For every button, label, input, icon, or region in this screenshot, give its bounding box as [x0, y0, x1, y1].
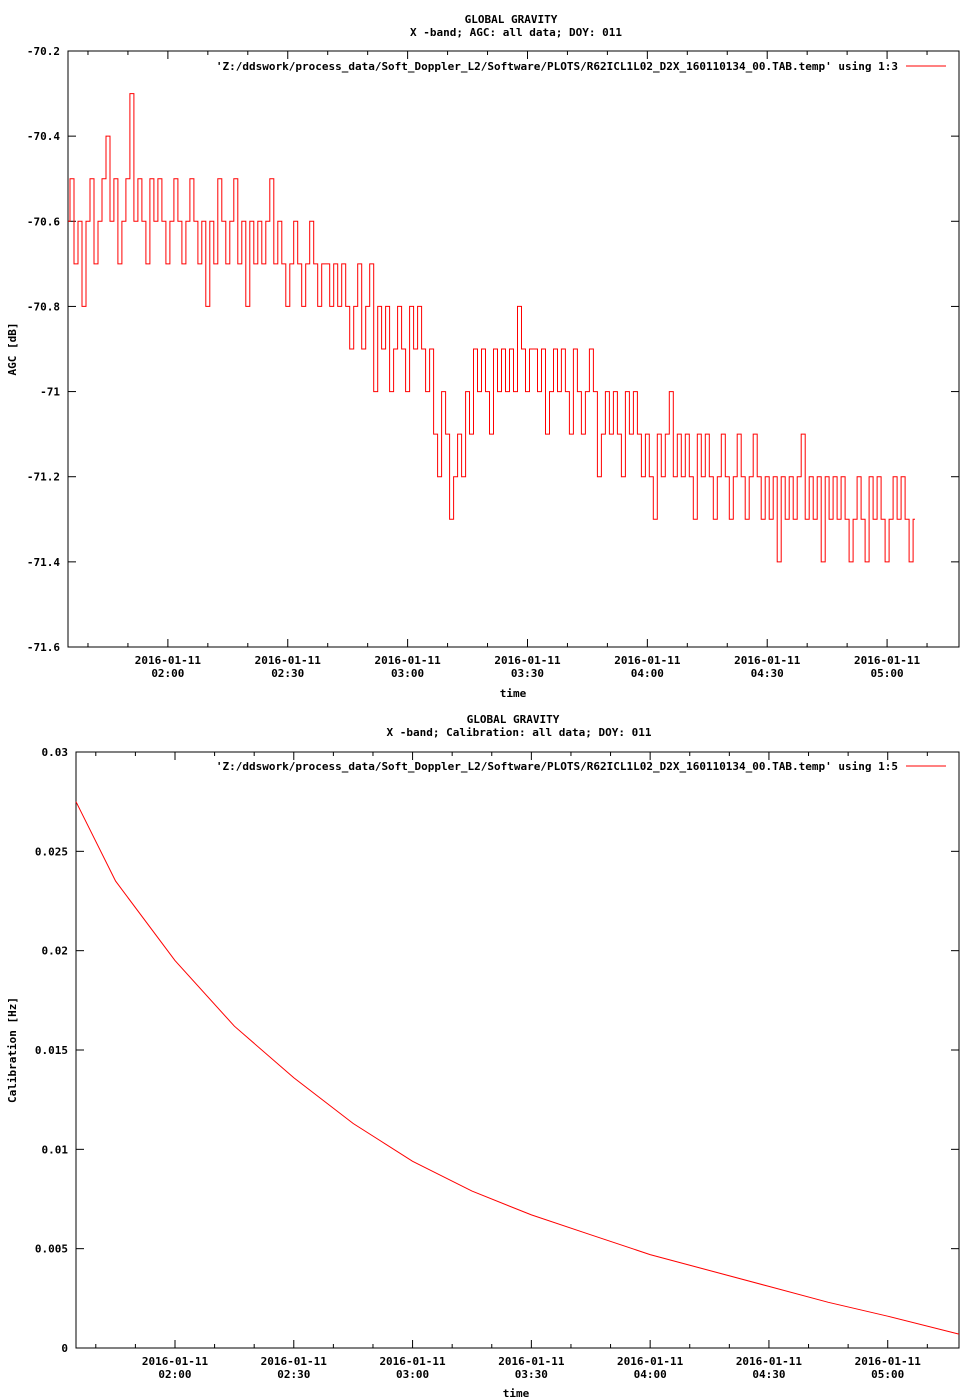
calibration-x-tick-date: 2016-01-11 [142, 1355, 209, 1368]
agc-y-axis-label: AGC [dB] [6, 323, 19, 376]
calibration-x-tick-date: 2016-01-11 [498, 1355, 565, 1368]
agc-x-tick-time: 03:30 [511, 667, 544, 680]
calibration-y-tick-label: 0.025 [35, 845, 68, 858]
calibration-x-tick-time: 04:30 [752, 1368, 785, 1381]
calibration-x-tick-time: 04:00 [634, 1368, 667, 1381]
agc-x-tick-time: 04:30 [751, 667, 784, 680]
agc-x-ticks: 2016-01-1102:002016-01-1102:302016-01-11… [87, 51, 928, 680]
agc-x-tick-date: 2016-01-11 [375, 654, 442, 667]
calibration-x-tick-time: 03:30 [515, 1368, 548, 1381]
calibration-x-tick-date: 2016-01-11 [379, 1355, 446, 1368]
agc-x-tick-time: 02:00 [151, 667, 184, 680]
agc-y-tick-label: -70.2 [27, 45, 60, 58]
calibration-y-tick-label: 0 [61, 1342, 68, 1355]
calibration-legend-label: 'Z:/ddswork/process_data/Soft_Doppler_L2… [216, 760, 898, 773]
agc-x-tick-time: 03:00 [391, 667, 424, 680]
calibration-y-tick-label: 0.02 [42, 945, 69, 958]
agc-x-tick-date: 2016-01-11 [734, 654, 801, 667]
agc-series-line [68, 93, 915, 563]
calibration-x-tick-date: 2016-01-11 [617, 1355, 684, 1368]
calibration-x-tick-date: 2016-01-11 [261, 1355, 328, 1368]
agc-x-tick-time: 02:30 [271, 667, 304, 680]
agc-x-tick-date: 2016-01-11 [135, 654, 202, 667]
calibration-y-tick-label: 0.015 [35, 1044, 68, 1057]
calibration-x-ticks: 2016-01-1102:002016-01-1102:302016-01-11… [95, 752, 928, 1381]
agc-x-tick-time: 04:00 [631, 667, 664, 680]
calibration-y-tick-label: 0.01 [42, 1143, 69, 1156]
agc-legend-label: 'Z:/ddswork/process_data/Soft_Doppler_L2… [216, 60, 898, 73]
agc-y-tick-label: -70.6 [27, 215, 60, 228]
calibration-x-tick-time: 02:00 [158, 1368, 191, 1381]
calibration-y-ticks: 0 0.005 0.01 0.015 0.02 0.025 0.03 [35, 746, 959, 1355]
agc-x-tick-date: 2016-01-11 [494, 654, 561, 667]
calibration-y-axis-label: Calibration [Hz] [6, 997, 19, 1103]
calibration-x-tick-time: 05:00 [871, 1368, 904, 1381]
agc-y-tick-label: -71.4 [27, 556, 60, 569]
agc-y-tick-label: -70.4 [27, 130, 60, 143]
agc-x-tick-date: 2016-01-11 [854, 654, 921, 667]
calibration-y-tick-label: 0.03 [42, 746, 69, 759]
calibration-series-line [75, 801, 960, 1335]
calibration-y-tick-label: 0.005 [35, 1243, 68, 1256]
agc-x-axis-label: time [500, 687, 527, 700]
agc-y-tick-label: -71 [40, 386, 60, 399]
agc-chart-title: GLOBAL GRAVITY [465, 13, 558, 26]
calibration-x-tick-time: 03:00 [396, 1368, 429, 1381]
agc-y-ticks: -71.6 -71.4 -71.2 -71 -70.8 -70.6 -70.4 -70.2 [27, 45, 959, 654]
calibration-chart-title: GLOBAL GRAVITY [467, 713, 560, 726]
agc-chart: GLOBAL GRAVITY X -band; AGC: all data; D… [6, 13, 960, 700]
calibration-x-tick-date: 2016-01-11 [736, 1355, 803, 1368]
agc-chart-subtitle: X -band; AGC: all data; DOY: 011 [410, 26, 622, 39]
agc-plot-frame [67, 50, 960, 648]
calibration-x-tick-date: 2016-01-11 [855, 1355, 922, 1368]
calibration-x-tick-time: 02:30 [277, 1368, 310, 1381]
calibration-x-axis-label: time [503, 1387, 530, 1400]
agc-x-tick-date: 2016-01-11 [614, 654, 681, 667]
calibration-plot-frame [75, 751, 960, 1349]
agc-y-tick-label: -70.8 [27, 300, 60, 313]
agc-y-tick-label: -71.6 [27, 641, 60, 654]
agc-x-tick-time: 05:00 [871, 667, 904, 680]
calibration-chart: GLOBAL GRAVITY X -band; Calibration: all… [6, 713, 960, 1400]
agc-y-tick-label: -71.2 [27, 471, 60, 484]
agc-x-tick-date: 2016-01-11 [255, 654, 322, 667]
calibration-chart-subtitle: X -band; Calibration: all data; DOY: 011 [387, 726, 652, 739]
